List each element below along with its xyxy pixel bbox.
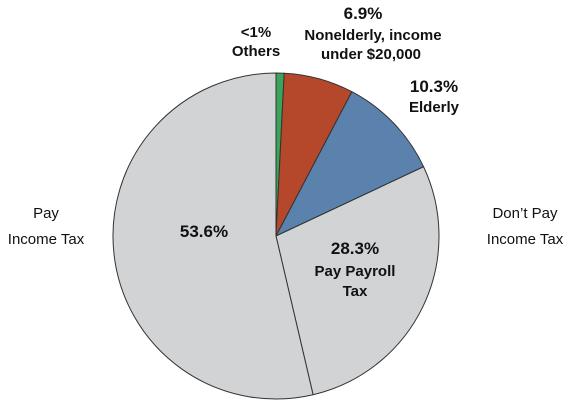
pie-slices (112, 72, 440, 400)
pie-labels: <1% Others 6.9% Nonelderly, income under… (8, 4, 564, 300)
group-label-dont-pay-line2: Income Tax (487, 231, 564, 248)
slice-others-label: Others (232, 43, 280, 60)
pie-slice-elderly (275, 91, 425, 237)
slice-payroll-label-line1: Pay Payroll (315, 263, 396, 280)
slice-payroll-value: 28.3% (331, 239, 379, 258)
group-label-pay-line2: Income Tax (8, 231, 85, 248)
slice-nonelderly-value: 6.9% (344, 4, 383, 23)
slice-income-tax-value: 53.6% (180, 222, 228, 241)
group-label-dont-pay-line1: Don’t Pay (492, 205, 558, 222)
slice-payroll-label-line2: Tax (343, 283, 368, 300)
group-label-pay-line1: Pay (33, 205, 59, 222)
slice-nonelderly-label-line1: Nonelderly, income (304, 27, 441, 44)
slice-nonelderly-label-line2: under $20,000 (321, 46, 421, 63)
slice-elderly-label: Elderly (409, 99, 460, 116)
slice-elderly-value: 10.3% (410, 77, 458, 96)
slice-others-value: <1% (241, 24, 271, 41)
pie-slice-income-tax (112, 72, 314, 400)
pie-slice-payroll (275, 166, 440, 396)
